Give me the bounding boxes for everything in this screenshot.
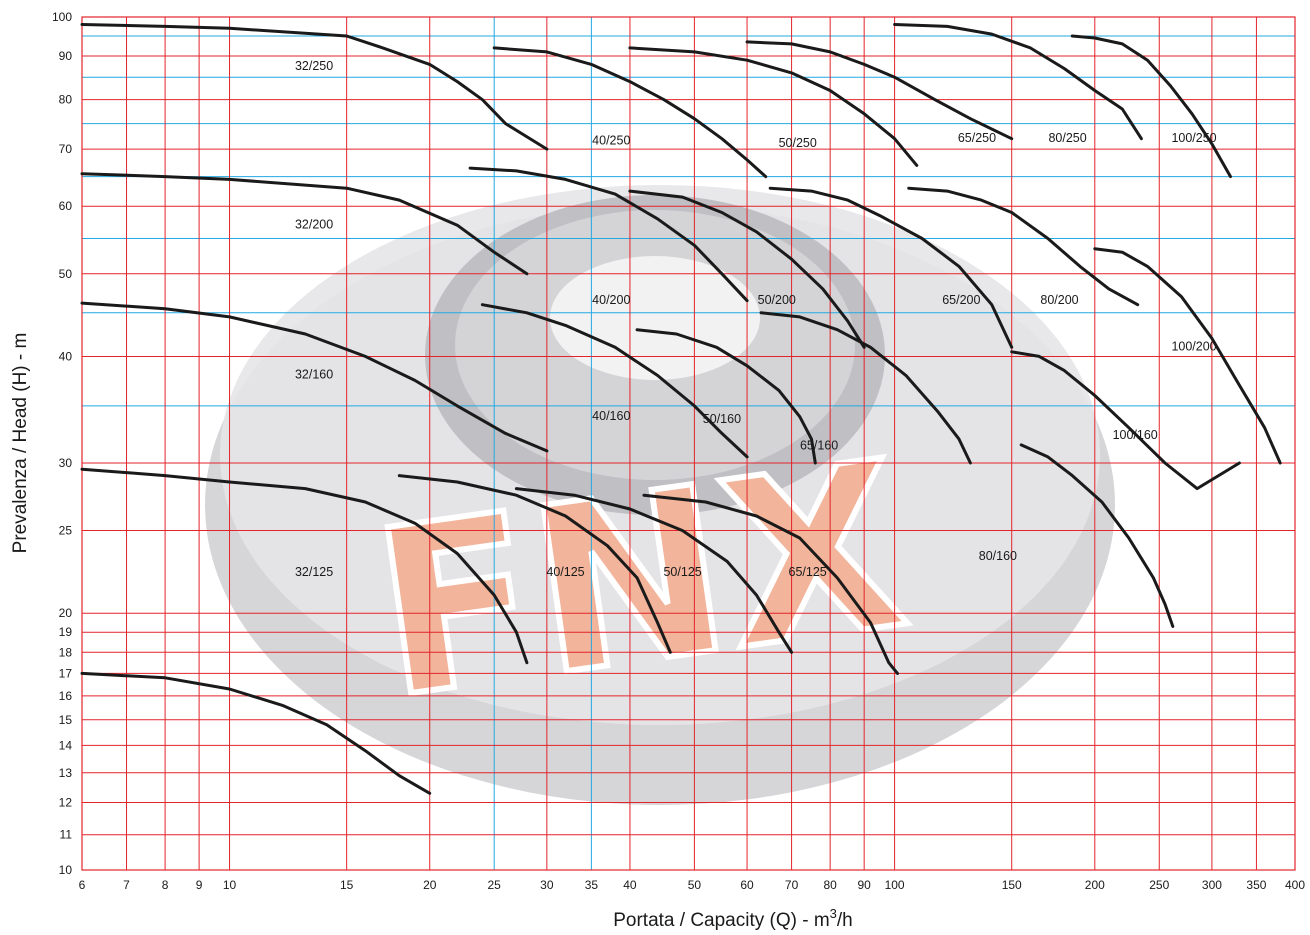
chart-grid — [81, 16, 1296, 871]
y-axis-title: Prevalenza / Head (H) - m — [10, 333, 31, 554]
pump-watermark: FNX — [205, 185, 1115, 805]
y-tick-label: 13 — [59, 766, 73, 780]
x-tick-label: 400 — [1285, 878, 1305, 892]
pump-curve-50-160 — [635, 328, 817, 465]
region-label-65-125: 65/125 — [789, 565, 827, 579]
x-tick-label: 7 — [123, 878, 130, 892]
x-tick-label: 20 — [423, 878, 437, 892]
y-tick-label: 60 — [59, 199, 73, 213]
region-label-100-250: 100/250 — [1171, 131, 1216, 145]
x-tick-label: 8 — [162, 878, 169, 892]
plot-frame — [81, 16, 1296, 871]
pump-curve-65-250 — [745, 40, 1014, 141]
y-tick-label: 80 — [59, 93, 73, 107]
y-tick-label: 50 — [59, 267, 73, 281]
pump-curve-32-200 — [80, 172, 529, 276]
region-label-50-250: 50/250 — [779, 136, 817, 150]
region-label-50-125: 50/125 — [663, 565, 701, 579]
y-tick-label: 18 — [59, 645, 73, 659]
x-tick-label: 9 — [196, 878, 203, 892]
pump-curve-100-160 — [1019, 443, 1175, 628]
region-label-80-250: 80/250 — [1048, 131, 1086, 145]
pump-curve-50-125 — [514, 487, 794, 654]
pump-curve-65-125 — [642, 493, 899, 675]
y-tick-label: 90 — [59, 49, 73, 63]
region-label-65-250: 65/250 — [958, 131, 996, 145]
region-label-32-250: 32/250 — [295, 59, 333, 73]
y-tick-label: 70 — [59, 142, 73, 156]
region-label-50-160: 50/160 — [703, 412, 741, 426]
y-tick-label: 17 — [59, 666, 73, 680]
region-label-40-250: 40/250 — [592, 134, 630, 148]
y-tick-label: 16 — [59, 689, 73, 703]
region-label-40-160: 40/160 — [592, 409, 630, 423]
pump-curve-100-250 — [1070, 34, 1232, 179]
watermark-eye — [550, 256, 760, 380]
y-tick-label: 11 — [60, 828, 73, 842]
x-tick-label: 10 — [223, 878, 237, 892]
region-label-65-200: 65/200 — [942, 293, 980, 307]
pump-curve-80-200 — [907, 186, 1140, 307]
y-tick-label: 19 — [59, 625, 73, 639]
x-tick-label: 90 — [857, 878, 871, 892]
region-label-100-160: 100/160 — [1113, 428, 1158, 442]
axis-ticks: 6 7 8 9 10 15 20 25 30 35 40 50 60 70 80 90 100 150 200 250… — [52, 10, 1305, 892]
region-label-80-200: 80/200 — [1040, 293, 1078, 307]
pump-curve-32-160 — [80, 301, 549, 453]
x-tick-label: 150 — [1002, 878, 1022, 892]
region-label-65-160: 65/160 — [800, 438, 838, 452]
pump-curve-40-125 — [397, 474, 672, 654]
pump-curve-100-200 — [1093, 247, 1282, 465]
region-label-32-160: 32/160 — [295, 368, 333, 382]
x-tick-label: 25 — [488, 878, 502, 892]
region-label-100-200: 100/200 — [1171, 340, 1216, 354]
pump-curve-40-200 — [468, 166, 749, 303]
pump-curve-40-250 — [492, 46, 768, 179]
pump-curve-40-160 — [480, 303, 749, 459]
y-tick-label: 14 — [59, 738, 73, 752]
y-tick-label: 10 — [59, 863, 73, 877]
x-axis-title: Portata / Capacity (Q) - m3/h — [613, 906, 853, 931]
x-tick-label: 35 — [585, 878, 599, 892]
pump-curve-65-160 — [759, 311, 972, 465]
x-tick-label: 50 — [688, 878, 702, 892]
region-label-40-125: 40/125 — [546, 565, 584, 579]
y-tick-label: 30 — [59, 456, 73, 470]
x-tick-label: 80 — [823, 878, 837, 892]
pump-curve-32-250 — [80, 23, 549, 151]
y-tick-label: 40 — [59, 349, 73, 363]
y-tick-label: 20 — [59, 606, 73, 620]
pump-curves — [80, 23, 1282, 795]
pump-curve-80-250 — [893, 23, 1143, 141]
x-tick-label: 100 — [885, 878, 905, 892]
pump-curve-80-160 — [1010, 350, 1241, 491]
region-label-50-200: 50/200 — [758, 293, 796, 307]
pump-curve-32-125 — [80, 467, 529, 665]
pump-curve-65-200 — [768, 186, 1014, 349]
x-tick-label: 60 — [740, 878, 754, 892]
x-tick-label: 350 — [1246, 878, 1266, 892]
region-label-40-200: 40/200 — [592, 293, 630, 307]
pump-curve-32-100 — [80, 671, 432, 795]
x-tick-label: 30 — [540, 878, 554, 892]
y-tick-label: 25 — [59, 524, 73, 538]
x-tick-label: 15 — [340, 878, 354, 892]
y-tick-label: 100 — [52, 10, 72, 24]
region-label-32-125: 32/125 — [295, 565, 333, 579]
x-tick-label: 40 — [623, 878, 637, 892]
y-tick-label: 15 — [59, 713, 73, 727]
x-tick-label: 200 — [1085, 878, 1105, 892]
region-label-80-160: 80/160 — [979, 549, 1017, 563]
region-label-32-200: 32/200 — [295, 218, 333, 232]
x-tick-label: 300 — [1202, 878, 1222, 892]
pump-curve-50-200 — [628, 189, 866, 349]
region-labels: 32/250 40/250 50/250 65/250 80/250 100/250 32/… — [295, 59, 1217, 579]
pump-curve-50-250 — [628, 46, 919, 167]
x-tick-label: 250 — [1149, 878, 1169, 892]
x-tick-label: 70 — [785, 878, 799, 892]
x-tick-label: 6 — [79, 878, 86, 892]
y-tick-label: 12 — [59, 795, 73, 809]
